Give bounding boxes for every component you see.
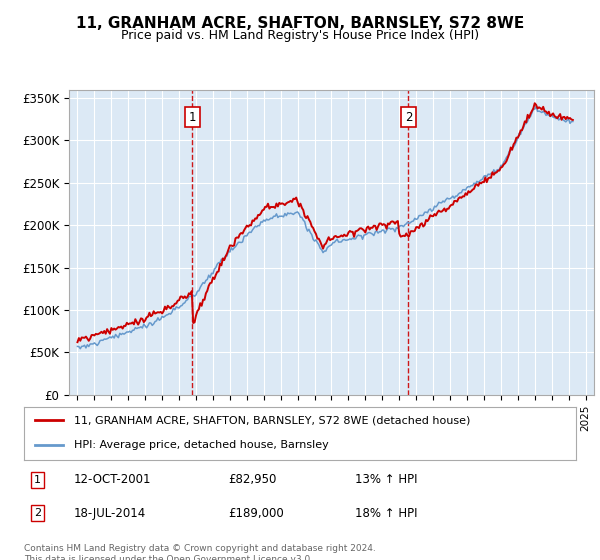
Text: 2: 2 bbox=[404, 110, 412, 124]
Text: Price paid vs. HM Land Registry's House Price Index (HPI): Price paid vs. HM Land Registry's House … bbox=[121, 29, 479, 42]
Text: 13% ↑ HPI: 13% ↑ HPI bbox=[355, 473, 418, 486]
Text: Contains HM Land Registry data © Crown copyright and database right 2024.
This d: Contains HM Land Registry data © Crown c… bbox=[24, 544, 376, 560]
Text: £189,000: £189,000 bbox=[228, 507, 284, 520]
Text: 1: 1 bbox=[188, 110, 196, 124]
Text: 18% ↑ HPI: 18% ↑ HPI bbox=[355, 507, 418, 520]
Text: 18-JUL-2014: 18-JUL-2014 bbox=[74, 507, 146, 520]
Text: 1: 1 bbox=[34, 475, 41, 485]
Text: 11, GRANHAM ACRE, SHAFTON, BARNSLEY, S72 8WE: 11, GRANHAM ACRE, SHAFTON, BARNSLEY, S72… bbox=[76, 16, 524, 31]
Text: £82,950: £82,950 bbox=[228, 473, 277, 486]
Text: 2: 2 bbox=[34, 508, 41, 518]
Text: 12-OCT-2001: 12-OCT-2001 bbox=[74, 473, 151, 486]
Text: 11, GRANHAM ACRE, SHAFTON, BARNSLEY, S72 8WE (detached house): 11, GRANHAM ACRE, SHAFTON, BARNSLEY, S72… bbox=[74, 416, 470, 426]
Text: HPI: Average price, detached house, Barnsley: HPI: Average price, detached house, Barn… bbox=[74, 440, 328, 450]
